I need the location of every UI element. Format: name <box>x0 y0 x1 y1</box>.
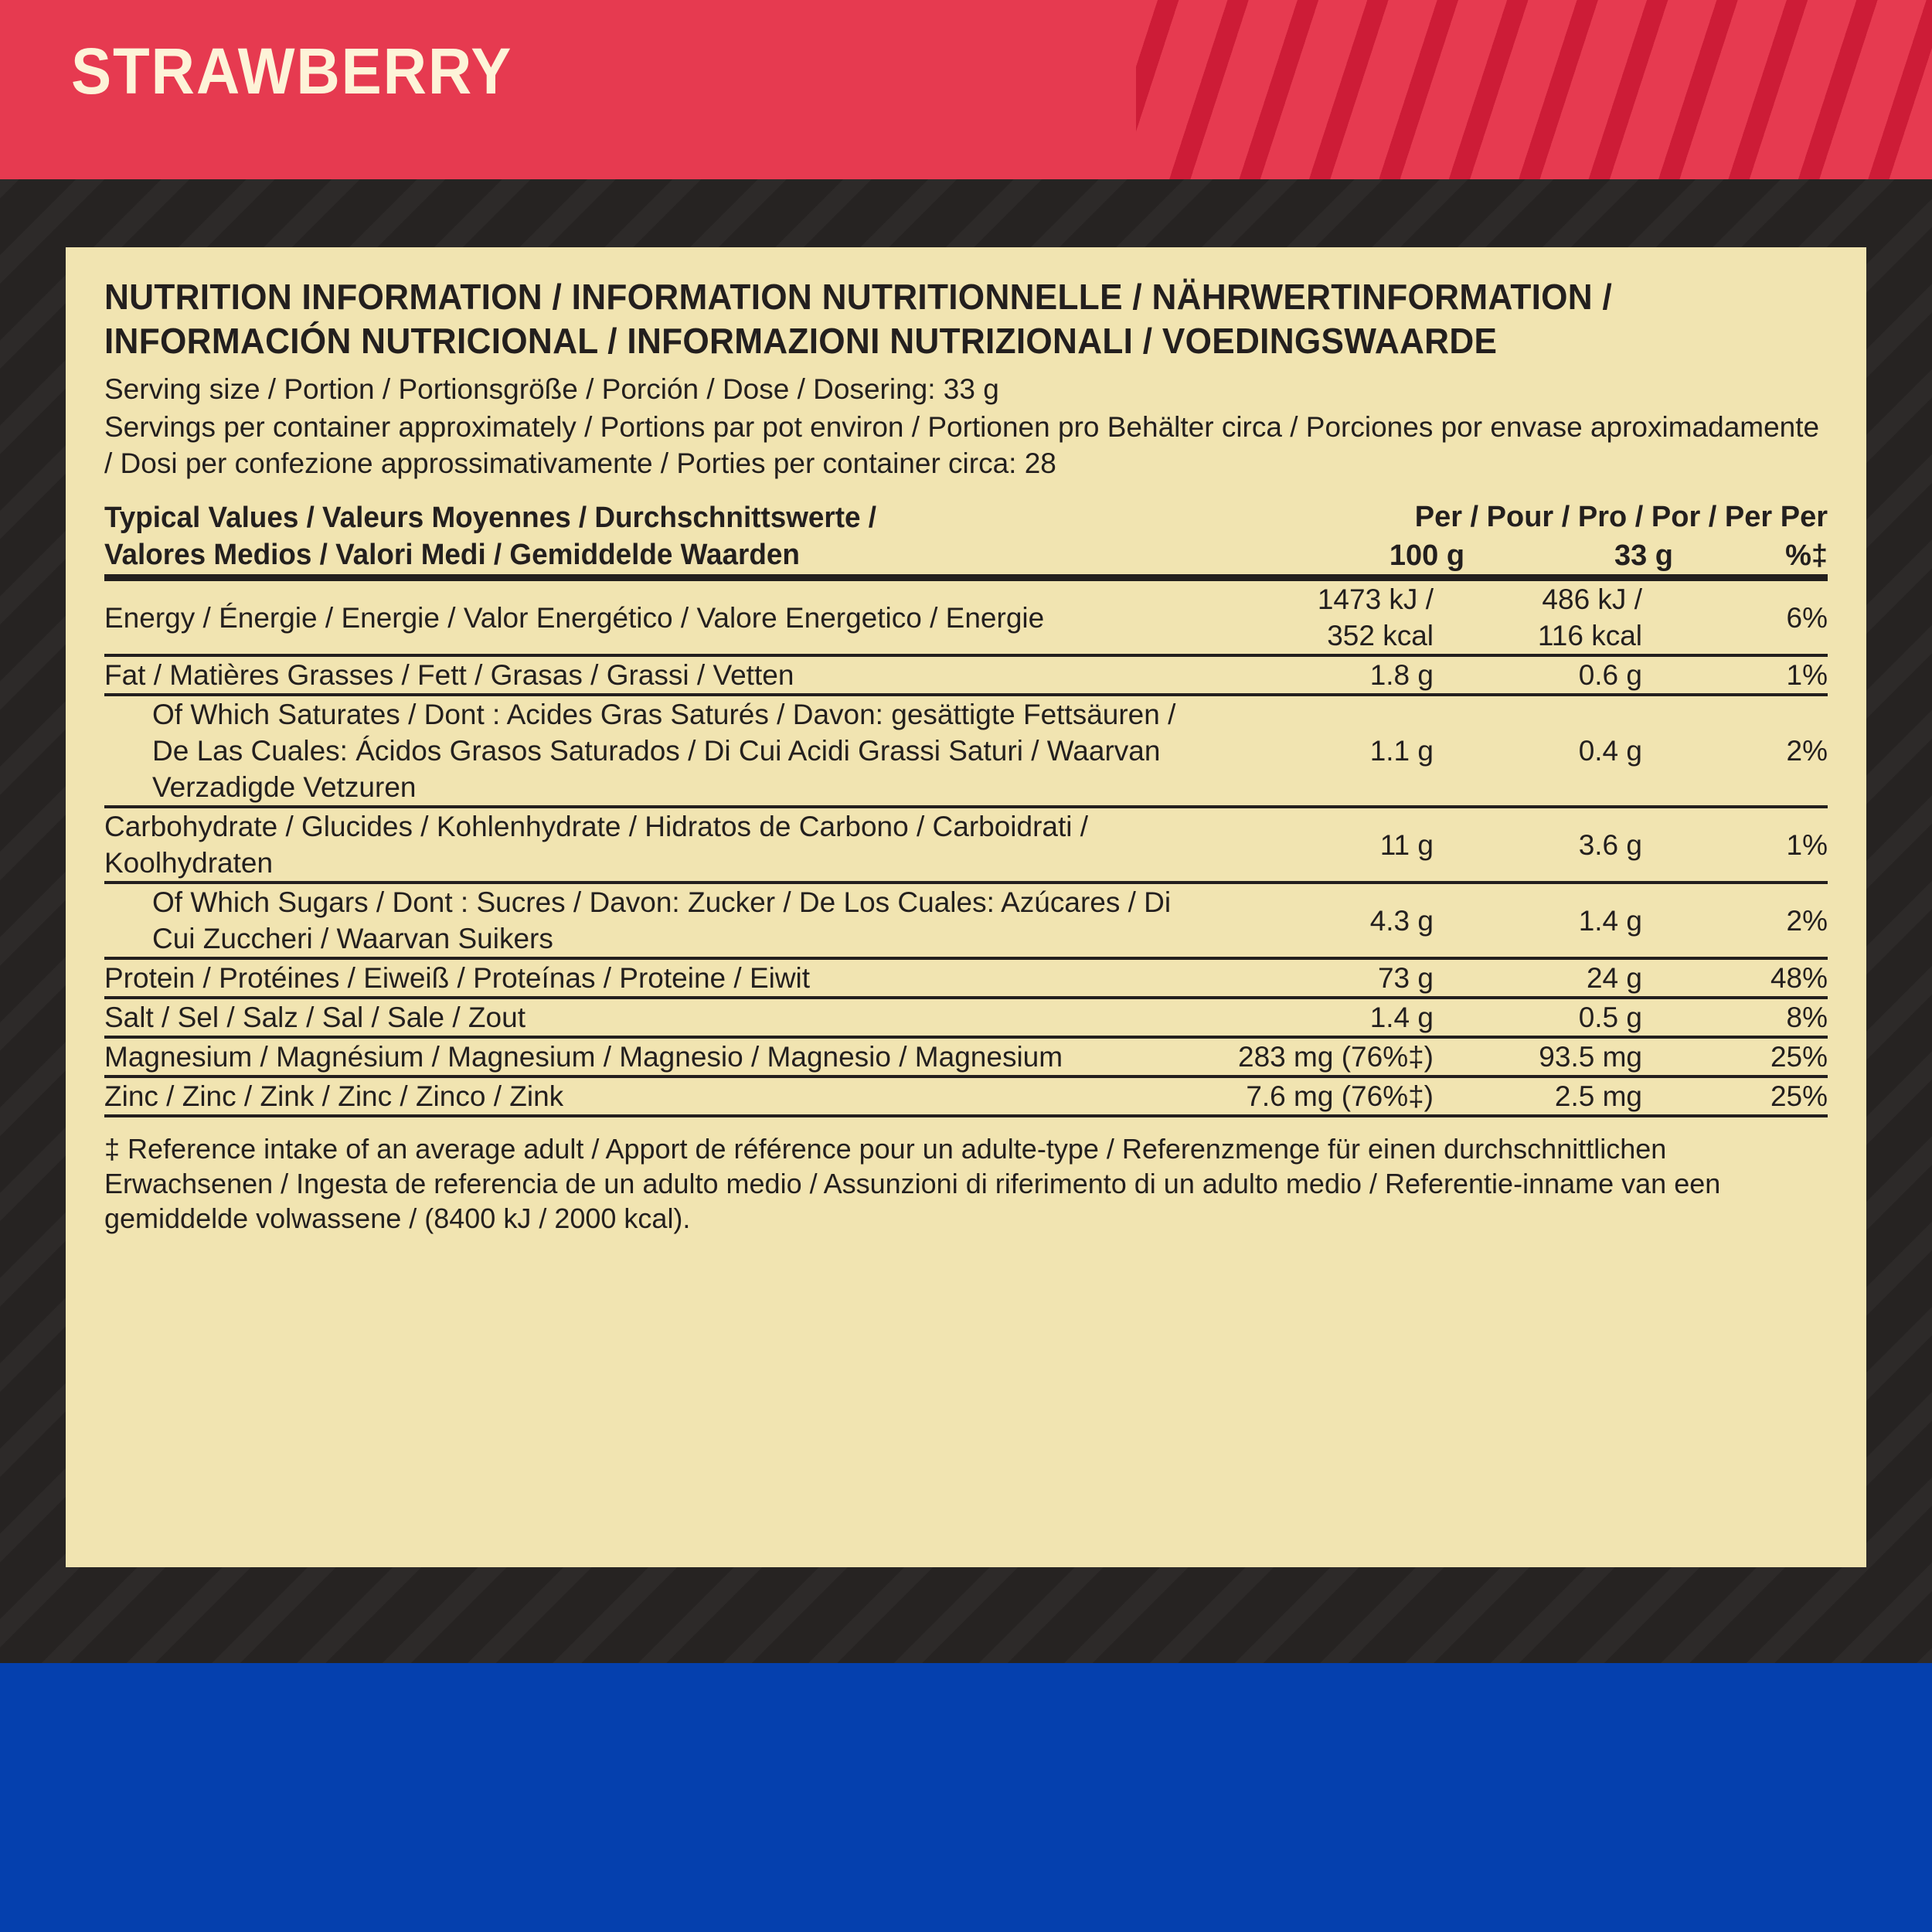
table-rule-thin <box>104 1114 1828 1119</box>
header-column-units: 100 g 33 g %‡ <box>1202 537 1828 574</box>
value-per-33g: 0.6 g <box>1578 659 1642 691</box>
nutrient-name: Carbohydrate / Glucides / Kohlenhydrate … <box>104 811 1089 879</box>
flavour-title: STRAWBERRY <box>71 35 513 107</box>
value-per-33g: 486 kJ / 116 kcal <box>1434 581 1642 655</box>
nutrient-name: Fat / Matières Grasses / Fett / Grasas /… <box>104 659 794 691</box>
panel-title: NUTRITION INFORMATION / INFORMATION NUTR… <box>104 277 1613 361</box>
table-row: Magnesium / Magnésium / Magnesium / Magn… <box>104 1039 1828 1077</box>
nutrition-panel: NUTRITION INFORMATION / INFORMATION NUTR… <box>66 247 1866 1567</box>
table-row: Zinc / Zinc / Zink / Zinc / Zinco / Zink… <box>104 1078 1828 1116</box>
header-typical-values-cell: Typical Values / Valeurs Moyennes / Durc… <box>104 498 1202 578</box>
value-percent: 1% <box>1786 659 1828 691</box>
flavour-banner: STRAWBERRY <box>0 0 1932 179</box>
value-per-100g-line1: 1473 kJ / <box>1317 583 1434 615</box>
value-per-100g: 1473 kJ / 352 kcal <box>1202 581 1434 655</box>
nutrient-name: Of Which Saturates / Dont : Acides Gras … <box>152 699 1176 803</box>
value-per-33g: 0.4 g <box>1578 735 1642 767</box>
nutrient-name: Protein / Protéines / Eiweiß / Proteínas… <box>104 962 811 994</box>
servings-per-container-line: Servings per container approximately / P… <box>104 411 1820 479</box>
value-percent: 25% <box>1770 1080 1828 1112</box>
table-row: Carbohydrate / Glucides / Kohlenhydrate … <box>104 808 1828 883</box>
table-row: Of Which Saturates / Dont : Acides Gras … <box>104 696 1828 807</box>
rule-cell <box>104 574 1828 584</box>
header-label-line1: Typical Values / Valeurs Moyennes / Durc… <box>104 502 877 534</box>
value-percent: 48% <box>1770 962 1828 994</box>
nutrient-name: Salt / Sel / Salz / Sal / Sale / Zout <box>104 1002 526 1033</box>
nutrient-name: Of Which Sugars / Dont : Sucres / Davon:… <box>152 886 1172 954</box>
value-per-33g-line2: 116 kcal <box>1537 620 1642 651</box>
value-per-33g-line1: 486 kJ / <box>1542 583 1642 615</box>
value-per-33g: 3.6 g <box>1578 828 1642 861</box>
table-row: Energy / Énergie / Energie / Valor Energ… <box>104 581 1828 655</box>
value-per-33g: 0.5 g <box>1578 1002 1642 1033</box>
nutrient-name: Zinc / Zinc / Zink / Zinc / Zinco / Zink <box>104 1080 564 1112</box>
value-per-100g: 11 g <box>1379 828 1434 861</box>
nutrient-name: Magnesium / Magnésium / Magnesium / Magn… <box>104 1041 1063 1073</box>
header-label-line2: Valores Medios / Valori Medi / Gemiddeld… <box>104 539 800 571</box>
value-per-100g: 4.3 g <box>1369 904 1434 937</box>
table-row: Protein / Protéines / Eiweiß / Proteínas… <box>104 960 1828 998</box>
reference-intake-footnote: ‡ Reference intake of an average adult /… <box>104 1133 1721 1234</box>
header-per-cell: Per / Pour / Pro / Por / Per Per 100 g 33… <box>1202 498 1828 578</box>
table-row: Fat / Matières Grasses / Fett / Grasas /… <box>104 657 1828 695</box>
table-header-row: Typical Values / Valeurs Moyennes / Durc… <box>104 498 1828 578</box>
value-per-33g: 1.4 g <box>1578 904 1642 937</box>
value-percent: 6% <box>1786 601 1828 634</box>
header-per-line: Per / Pour / Pro / Por / Per Per <box>1414 501 1828 533</box>
serving-size-line: Serving size / Portion / Portionsgröße /… <box>104 373 999 405</box>
nutrient-name: Energy / Énergie / Energie / Valor Energ… <box>104 601 1045 634</box>
value-per-100g-line2: 352 kcal <box>1327 620 1434 651</box>
value-per-100g: 7.6 mg (76%‡) <box>1246 1080 1434 1112</box>
value-percent: 2% <box>1786 735 1828 767</box>
value-percent: 8% <box>1786 1002 1828 1033</box>
value-per-100g: 1.8 g <box>1369 659 1434 691</box>
value-per-100g: 73 g <box>1377 962 1434 994</box>
table-row: Salt / Sel / Salz / Sal / Sale / Zout 1.4… <box>104 999 1828 1037</box>
value-per-33g: 2.5 mg <box>1554 1080 1642 1112</box>
header-col-33g: 33 g <box>1614 539 1674 572</box>
table-rule-thick <box>104 574 1828 584</box>
value-per-33g: 93.5 mg <box>1539 1041 1642 1073</box>
value-per-100g: 1.1 g <box>1369 735 1434 767</box>
value-percent: 1% <box>1786 828 1828 861</box>
value-per-33g: 24 g <box>1586 962 1642 994</box>
value-percent: 2% <box>1786 904 1828 937</box>
nutrition-table: Typical Values / Valeurs Moyennes / Durc… <box>104 498 1828 1119</box>
footer-band <box>0 1663 1932 1932</box>
table-row: Of Which Sugars / Dont : Sucres / Davon:… <box>104 884 1828 958</box>
value-per-100g: 283 mg (76%‡) <box>1238 1041 1434 1073</box>
banner-stripe-pattern <box>1136 0 1932 179</box>
value-percent: 25% <box>1770 1041 1828 1073</box>
value-per-100g: 1.4 g <box>1369 1002 1434 1033</box>
serving-info: Serving size / Portion / Portionsgröße /… <box>104 371 1828 481</box>
rule-cell <box>104 1114 1828 1119</box>
header-col-percent: %‡ <box>1785 539 1828 572</box>
header-col-100g: 100 g <box>1389 539 1465 572</box>
